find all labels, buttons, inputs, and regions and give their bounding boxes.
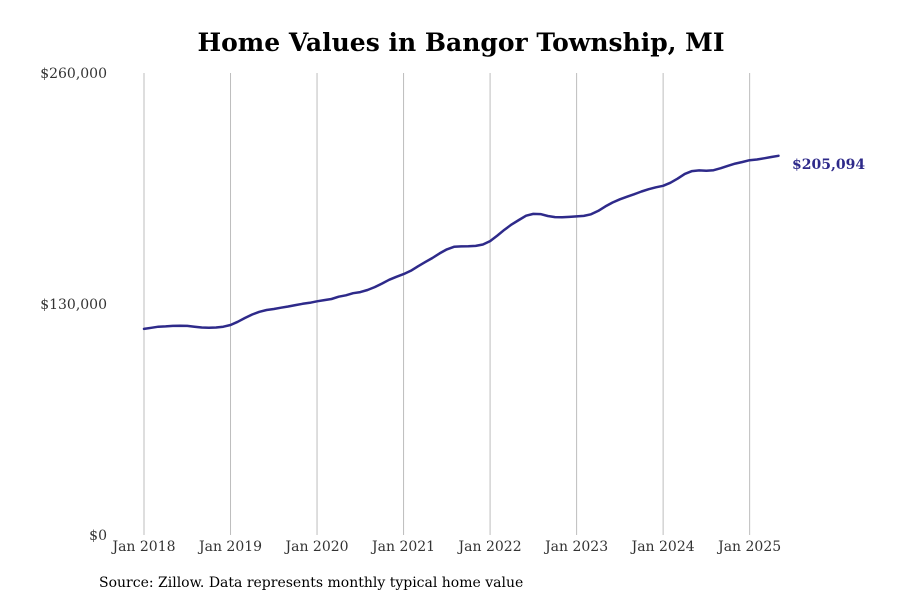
source-note: Source: Zillow. Data represents monthly … — [99, 575, 523, 591]
y-tick-label: $130,000 — [40, 297, 107, 313]
x-tick-label: Jan 2021 — [370, 539, 435, 555]
y-tick-label: $260,000 — [40, 66, 107, 82]
x-tick-label: Jan 2022 — [457, 539, 522, 555]
chart-title: Home Values in Bangor Township, MI — [197, 28, 724, 57]
x-tick-label: Jan 2018 — [110, 539, 175, 555]
x-tick-label: Jan 2025 — [716, 539, 781, 555]
x-axis-ticks: Jan 2018 Jan 2019 Jan 2020 Jan 2021 Jan 2022… — [110, 539, 781, 555]
x-tick-label: Jan 2019 — [197, 539, 262, 555]
x-tick-label: Jan 2024 — [630, 539, 695, 555]
x-tick-label: Jan 2020 — [284, 539, 349, 555]
x-tick-label: Jan 2023 — [543, 539, 608, 555]
y-tick-label: $0 — [89, 528, 107, 544]
home-value-line — [142, 154, 780, 331]
latest-value-label: $205,094 — [792, 157, 865, 173]
y-axis-ticks: $0 $130,000 $260,000 — [40, 66, 107, 544]
gridlines — [143, 73, 751, 535]
